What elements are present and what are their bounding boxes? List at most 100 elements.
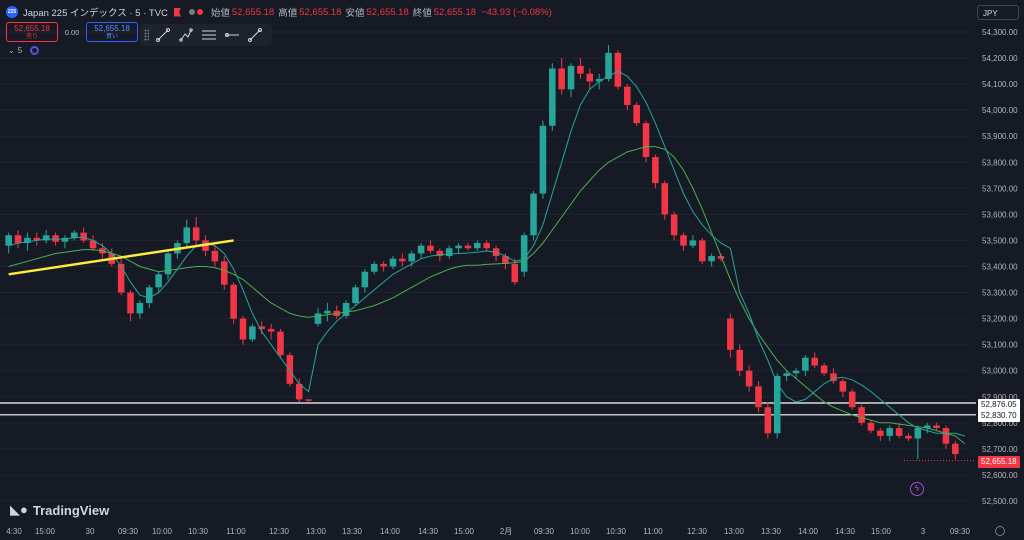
x-tick-label: 4:30 [6,527,22,536]
x-tick-label: 14:30 [418,527,439,536]
x-tick-label: 13:00 [724,527,745,536]
candle-body [314,313,322,324]
candle-body [136,302,144,314]
candle [474,240,481,251]
settings-icon[interactable] [995,526,1005,536]
y-tick-label: 53,100.00 [982,341,1018,350]
candle-body [773,375,781,434]
candle [867,420,875,434]
symbol-title[interactable]: Japan 225 インデックス · 5 · TVC [23,8,168,19]
chevron-down-icon[interactable]: ⌄ [8,46,15,55]
candle-body [14,235,22,244]
candle [5,232,12,254]
polyline-tool-icon[interactable] [177,26,195,44]
candle [586,68,594,90]
candle [230,282,237,324]
candle-body [239,318,247,340]
x-tick-label: 14:00 [380,527,401,536]
candle-body [858,407,865,423]
candle-body [905,435,912,439]
sell-button[interactable]: 52,655.18 売り [6,22,58,42]
flag-icon[interactable] [173,7,181,17]
candle [783,370,790,382]
y-tick-label: 54,300.00 [982,28,1018,37]
x-tick-label: 13:00 [306,527,327,536]
symbol-badge-icon[interactable]: 225 [6,6,18,18]
drag-handle[interactable] [144,29,149,41]
candle-body [464,245,472,249]
x-tick-label: 3 [921,527,926,536]
candle-body [764,407,772,434]
candle-body [370,263,378,272]
candle-body [877,430,884,436]
candle [249,323,256,343]
candle [698,237,706,264]
y-tick-label: 52,900.00 [982,393,1018,402]
x-tick-label: 12:30 [269,527,290,536]
status-dots [188,9,203,15]
candle-body [445,248,453,257]
horizontal-lines [0,402,976,462]
candle [295,378,303,402]
candle [877,428,884,442]
candle-body [923,425,931,429]
candle [708,253,715,267]
open-label: 始値 [210,8,230,19]
candle-body [520,235,528,272]
candle-body [24,237,31,244]
change-value: −43.93 (−0.08%) [481,6,552,18]
sell-label: 売り [25,33,38,40]
hline-price-tag-2: 52,830.70 [978,410,1020,422]
candle-body [558,68,565,90]
currency-selector[interactable]: JPY [977,5,1019,20]
tradingview-logo-icon: ◣● [10,502,28,517]
buy-price: 52,655.18 [94,23,130,33]
candle [858,404,865,426]
bolt-icon[interactable]: ϟ [910,482,924,496]
candle [427,240,434,254]
candle [933,422,940,431]
candle-body [389,258,397,267]
candle-body [211,250,219,262]
fib-tool-icon[interactable] [200,26,218,44]
candle-body [155,274,162,288]
candle-body [230,284,237,319]
candle-body [670,214,678,236]
candle-body [117,263,125,293]
candle [417,243,425,259]
y-tick-label: 53,400.00 [982,263,1018,272]
y-tick-label: 53,700.00 [982,184,1018,193]
x-tick-label: 30 [86,527,95,536]
candle-body [220,261,228,285]
candle-body [595,78,603,82]
buy-button[interactable]: 52,655.18 買い [86,22,138,42]
ray-tool-icon[interactable] [223,26,241,44]
path-tool-icon[interactable] [246,26,264,44]
candle [314,308,322,327]
candle [80,227,87,244]
sell-price: 52,655.18 [14,23,50,33]
candle-body [5,235,12,246]
drawing-toolbar [140,24,272,46]
candle [71,230,78,241]
candle [42,230,50,244]
candle-body [745,370,753,387]
low-value: 52,655.18 [366,6,409,18]
tradingview-logo[interactable]: ◣● TradingView [10,502,109,518]
candle [886,425,893,442]
candle [670,211,678,241]
x-tick-label: 09:30 [534,527,555,536]
candle-body [652,157,659,184]
indicator-settings-icon[interactable] [30,46,40,55]
trendline-tool-icon[interactable] [154,26,172,44]
candle [558,58,565,95]
candle [567,63,575,98]
candle-body [183,227,191,244]
y-tick-label: 54,100.00 [982,80,1018,89]
indicator-legend[interactable]: ⌄ 5 [8,46,40,55]
candle [689,235,697,249]
candle-body [417,245,425,254]
y-tick-label: 53,300.00 [982,289,1018,298]
candle-body [539,125,547,194]
